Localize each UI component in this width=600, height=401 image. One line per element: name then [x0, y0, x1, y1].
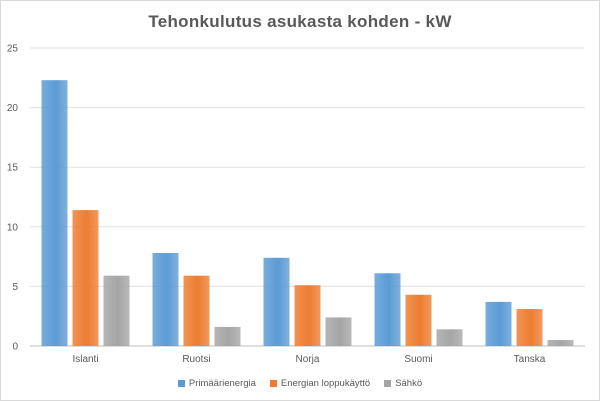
bar-sähkö-islanti — [103, 275, 130, 346]
x-tick-label: Ruotsi — [182, 354, 210, 365]
chart-title: Tehonkulutus asukasta kohden - kW — [148, 12, 452, 31]
bar-energian-loppukäyttö-suomi — [405, 294, 432, 346]
bar-energian-loppukäyttö-norja — [294, 285, 321, 346]
chart-legend: Primäärienergia Energian loppukäyttö Sähkö — [0, 378, 600, 389]
x-tick-label: Islanti — [72, 354, 98, 365]
bar-sähkö-tanska — [547, 340, 574, 346]
bar-sähkö-ruotsi — [214, 326, 241, 346]
legend-swatch — [177, 380, 185, 387]
legend-item: Sähkö — [384, 378, 422, 389]
x-tick-label: Norja — [296, 354, 320, 365]
y-tick-label: 20 — [7, 103, 19, 114]
bar-primäärienergia-tanska — [485, 301, 512, 346]
bar-sähkö-suomi — [436, 329, 463, 346]
bar-sähkö-norja — [325, 317, 352, 346]
bar-primäärienergia-suomi — [374, 273, 401, 346]
y-tick-label: 25 — [7, 44, 19, 55]
y-tick-label: 0 — [12, 342, 18, 353]
bar-primäärienergia-islanti — [41, 80, 68, 347]
bar-energian-loppukäyttö-ruotsi — [183, 275, 210, 346]
legend-label: Energian loppukäyttö — [280, 378, 371, 389]
legend-swatch — [384, 380, 392, 387]
y-tick-label: 15 — [7, 163, 19, 174]
bar-primäärienergia-ruotsi — [152, 253, 179, 346]
legend-label: Primäärienergia — [188, 378, 256, 389]
x-tick-label: Tanska — [514, 354, 546, 365]
legend-swatch — [269, 380, 277, 387]
legend-item: Primäärienergia — [177, 378, 256, 389]
bar-energian-loppukäyttö-islanti — [72, 210, 99, 346]
x-tick-label: Suomi — [404, 354, 432, 365]
legend-label: Sähkö — [395, 378, 423, 389]
legend-item: Energian loppukäyttö — [269, 378, 371, 389]
y-tick-label: 5 — [12, 282, 18, 293]
bar-primäärienergia-norja — [263, 257, 290, 346]
y-tick-label: 10 — [7, 222, 19, 233]
bar-energian-loppukäyttö-tanska — [516, 309, 543, 346]
